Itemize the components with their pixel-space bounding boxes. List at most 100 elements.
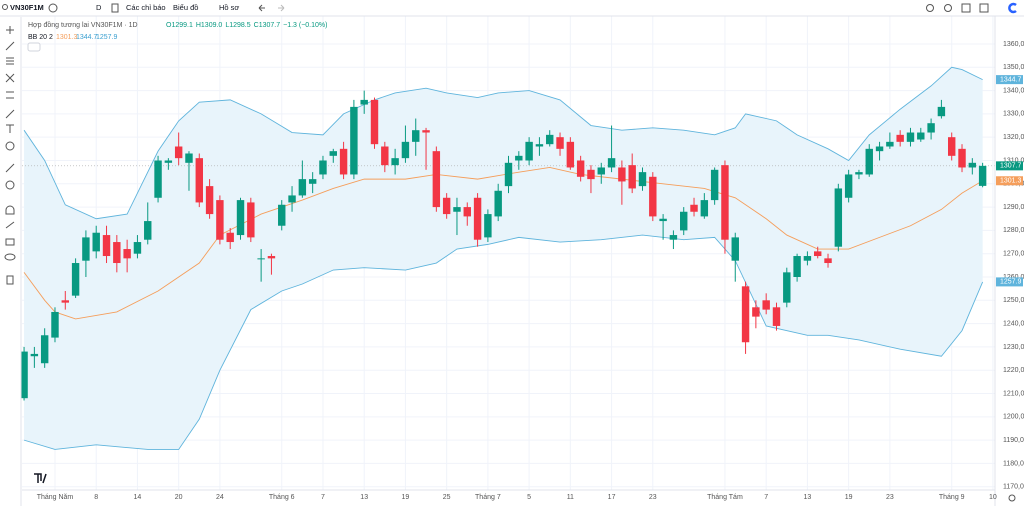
candle-body bbox=[453, 207, 461, 212]
candle-body bbox=[927, 123, 935, 133]
add-symbol[interactable] bbox=[48, 3, 58, 13]
search-icon[interactable] bbox=[2, 4, 8, 10]
candle-body bbox=[61, 300, 70, 303]
ohlc-value: −1.3 (−0.10%) bbox=[283, 22, 327, 29]
legend-title: Hợp đồng tương lai VN30F1M · 1D bbox=[28, 20, 138, 29]
candle-body bbox=[40, 335, 49, 364]
candle-body bbox=[82, 237, 90, 261]
candle-body bbox=[205, 186, 214, 215]
chart-button[interactable]: Biểu đồ bbox=[173, 3, 198, 12]
candle-body bbox=[659, 218, 667, 222]
bb-label: BB 20 2 bbox=[28, 34, 53, 41]
last-price-badge: 1307.7 bbox=[1000, 163, 1022, 170]
candle-body bbox=[793, 256, 801, 278]
x-tick-label: 13 bbox=[360, 494, 368, 501]
y-tick-label: 1260,0 bbox=[1003, 274, 1024, 281]
candle-body bbox=[978, 165, 987, 186]
undo[interactable] bbox=[258, 4, 265, 12]
redo[interactable] bbox=[278, 4, 285, 12]
settings-icon[interactable] bbox=[944, 4, 952, 12]
axis-settings[interactable] bbox=[1008, 494, 1016, 502]
chart-type[interactable] bbox=[111, 3, 119, 13]
candle-body bbox=[649, 176, 657, 217]
y-tick-label: 1250,0 bbox=[1003, 297, 1024, 304]
bb-upper-badge: 1344.7 bbox=[1000, 76, 1022, 83]
y-tick-label: 1230,0 bbox=[1003, 344, 1024, 351]
candle-body bbox=[308, 179, 317, 184]
x-tick-label: 19 bbox=[402, 494, 410, 501]
ohlc-value: C1307.7 bbox=[254, 22, 281, 29]
candle-body bbox=[618, 167, 626, 182]
y-tick-label: 1270,0 bbox=[1003, 251, 1024, 258]
candle-body bbox=[422, 130, 430, 133]
x-tick-label: 13 bbox=[804, 494, 812, 501]
candle-body bbox=[628, 165, 636, 189]
candle-body bbox=[257, 258, 265, 260]
bb-lower-badge: 1257.9 bbox=[1000, 279, 1022, 286]
collapse-button[interactable] bbox=[27, 42, 41, 52]
drawing-tools[interactable] bbox=[4, 26, 16, 285]
candle-body bbox=[319, 160, 327, 175]
candle-body bbox=[875, 146, 884, 152]
y-tick-label: 1180,0 bbox=[1003, 460, 1024, 467]
y-tick-label: 1240,0 bbox=[1003, 320, 1024, 327]
x-tick-label: 19 bbox=[845, 494, 853, 501]
candle-body bbox=[30, 353, 39, 357]
candle-body bbox=[917, 132, 925, 140]
candle-body bbox=[412, 130, 420, 142]
candle-body bbox=[102, 235, 111, 257]
candle-body bbox=[525, 141, 533, 161]
y-tick-label: 1220,0 bbox=[1003, 367, 1024, 374]
candle-body bbox=[473, 197, 482, 240]
candle-body bbox=[463, 207, 471, 217]
interval[interactable]: D bbox=[96, 3, 102, 12]
candle-body bbox=[20, 351, 28, 399]
candle-body bbox=[721, 165, 729, 240]
top-toolbar bbox=[0, 0, 1024, 16]
candle-body bbox=[164, 160, 173, 163]
candle-body bbox=[597, 167, 605, 175]
bb-middle-badge: 1301.3 bbox=[1000, 178, 1022, 185]
zoom-icon[interactable] bbox=[926, 4, 934, 12]
candle-body bbox=[865, 148, 873, 175]
candle-body bbox=[298, 179, 307, 196]
candle-body bbox=[174, 146, 183, 159]
candle-body bbox=[494, 190, 502, 217]
candle-body bbox=[185, 153, 193, 163]
candle-body bbox=[144, 221, 152, 240]
candle-body bbox=[958, 148, 966, 168]
x-tick-label: 24 bbox=[216, 494, 224, 501]
candle-body bbox=[844, 174, 853, 198]
profile-button[interactable]: Hồ sơ bbox=[219, 3, 239, 12]
x-tick-label: Tháng Năm bbox=[37, 494, 74, 501]
y-tick-label: 1330,0 bbox=[1003, 111, 1024, 118]
logo[interactable] bbox=[1008, 2, 1017, 14]
fullscreen-icon[interactable] bbox=[961, 3, 971, 13]
band-line bbox=[23, 66, 983, 220]
y-tick-label: 1350,0 bbox=[1003, 64, 1024, 71]
y-tick-label: 1210,0 bbox=[1003, 390, 1024, 397]
indicators-button[interactable]: Các chỉ báo bbox=[126, 3, 166, 12]
tv-logo bbox=[34, 473, 47, 484]
band-line bbox=[23, 234, 984, 450]
candle-body bbox=[236, 200, 245, 236]
x-tick-label: 7 bbox=[321, 494, 325, 501]
symbol[interactable]: VN30F1M bbox=[10, 3, 44, 12]
bb-lower-badge-bg bbox=[996, 277, 1023, 287]
candle-body bbox=[195, 158, 203, 203]
candle-body bbox=[339, 148, 348, 175]
x-tick-label: 14 bbox=[134, 494, 142, 501]
candle-body bbox=[113, 242, 121, 264]
bb-upper-badge-bg bbox=[996, 75, 1023, 85]
candle-body bbox=[288, 195, 296, 203]
candle-body bbox=[896, 134, 904, 142]
candle-body bbox=[484, 214, 492, 238]
candle-body bbox=[442, 197, 451, 215]
screenshot-icon[interactable] bbox=[979, 3, 989, 13]
candle-body bbox=[855, 172, 863, 175]
last-price-badge-bg bbox=[996, 161, 1023, 171]
y-tick-label: 1280,0 bbox=[1003, 227, 1024, 234]
y-tick-label: 1290,0 bbox=[1003, 204, 1024, 211]
band-fill bbox=[24, 67, 983, 450]
